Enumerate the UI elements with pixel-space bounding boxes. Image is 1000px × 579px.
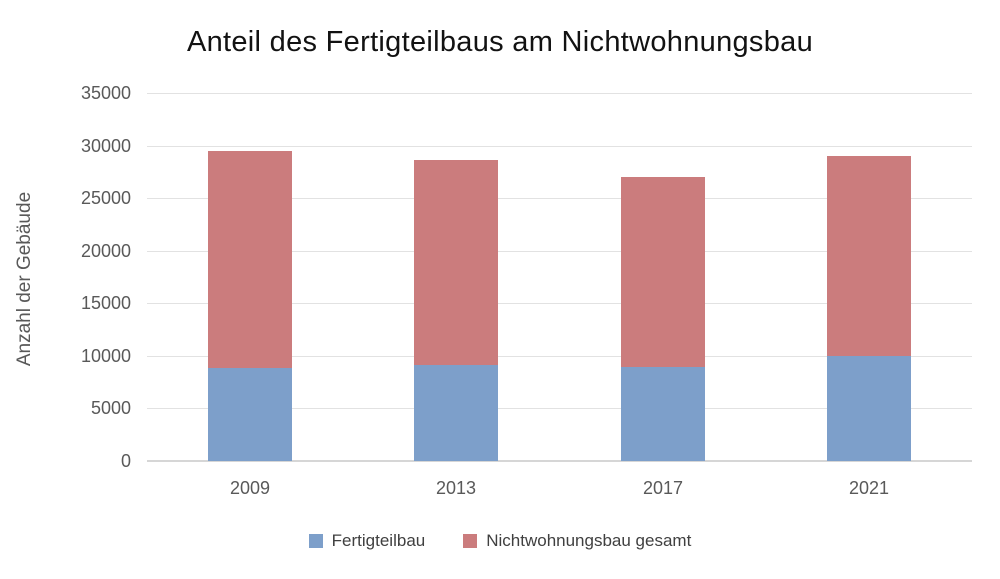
x-axis-line bbox=[147, 460, 972, 462]
bar-2009-nichtwohnungsbau-gesamt-segment bbox=[208, 151, 292, 368]
gridline-30000 bbox=[147, 146, 972, 147]
legend-label: Nichtwohnungsbau gesamt bbox=[486, 531, 692, 550]
x-tick-label-2021: 2021 bbox=[848, 478, 890, 498]
y-tick-label: 30000 bbox=[80, 136, 131, 156]
y-tick-label: 20000 bbox=[80, 241, 131, 261]
legend-item-nichtwohnungsbau-gesamt: Nichtwohnungsbau gesamt bbox=[463, 531, 691, 551]
legend-swatch-icon bbox=[463, 534, 478, 548]
bar-2013-fertigteilbau-segment bbox=[414, 365, 498, 461]
x-tick-label-2009: 2009 bbox=[229, 478, 271, 498]
gridline-15000 bbox=[147, 303, 972, 304]
legend-label: Fertigteilbau bbox=[331, 531, 426, 550]
y-tick-label: 25000 bbox=[80, 188, 131, 208]
y-tick-label: 5000 bbox=[90, 398, 131, 418]
x-tick-label-2013: 2013 bbox=[435, 478, 477, 498]
gridline-10000 bbox=[147, 356, 972, 357]
legend-swatch-icon bbox=[308, 534, 323, 548]
gridline-35000 bbox=[147, 93, 972, 94]
bar-2021-nichtwohnungsbau-gesamt-segment bbox=[827, 156, 911, 356]
y-tick-label: 15000 bbox=[80, 293, 131, 313]
bar-2021-fertigteilbau-segment bbox=[827, 356, 911, 461]
legend: Fertigteilbau Nichtwohnungsbau gesamt bbox=[0, 531, 1000, 551]
x-tick-label-2017: 2017 bbox=[642, 478, 684, 498]
y-axis-title: Anzahl der Gebäude bbox=[14, 191, 35, 367]
gridline-5000 bbox=[147, 408, 972, 409]
bar-2013-nichtwohnungsbau-gesamt-segment bbox=[414, 160, 498, 365]
y-tick-label: 10000 bbox=[80, 346, 131, 366]
gridline-20000 bbox=[147, 251, 972, 252]
y-tick-label: 35000 bbox=[80, 83, 131, 103]
legend-item-fertigteilbau: Fertigteilbau bbox=[308, 531, 426, 551]
chart-title: Anteil des Fertigteilbaus am Nichtwohnun… bbox=[186, 26, 814, 58]
bar-2017-fertigteilbau-segment bbox=[621, 367, 705, 461]
bar-2009-fertigteilbau-segment bbox=[208, 367, 292, 461]
gridline-25000 bbox=[147, 198, 972, 199]
bar-2017-nichtwohnungsbau-gesamt-segment bbox=[621, 177, 705, 367]
y-tick-label: 0 bbox=[120, 451, 131, 471]
